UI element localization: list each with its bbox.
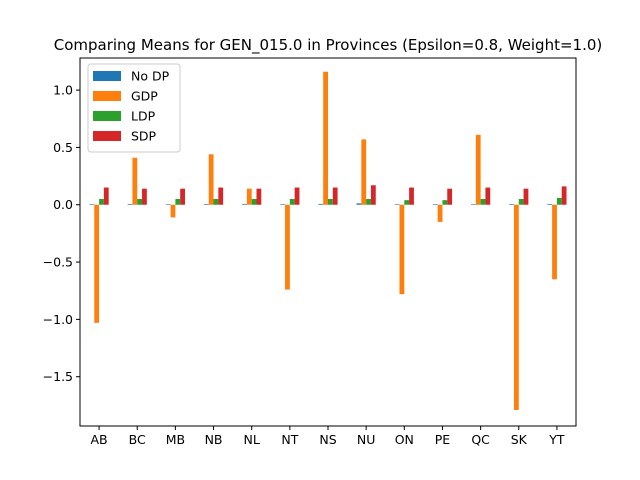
x-tick-label-ab: AB — [91, 432, 108, 447]
legend-swatch-no-dp — [93, 71, 121, 81]
bar-ldp-bc — [137, 199, 143, 205]
bar-ldp-nt — [289, 199, 295, 205]
bar-sdp-pe — [447, 188, 453, 205]
bar-ldp-sk — [518, 199, 524, 205]
bar-ldp-ab — [99, 199, 104, 205]
bar-no-dp-nl — [242, 204, 247, 205]
bar-no-dp-sk — [509, 204, 514, 205]
bar-gdp-pe — [437, 204, 443, 222]
bar-no-dp-mb — [165, 204, 171, 205]
x-tick-label-ns: NS — [319, 432, 336, 447]
bar-gdp-nt — [285, 204, 290, 290]
bar-gdp-ns — [323, 71, 328, 205]
y-tick-label: −1.5 — [43, 369, 73, 384]
bar-sdp-ab — [103, 187, 109, 205]
y-tick-label: −1.0 — [43, 312, 73, 327]
bar-gdp-nb — [208, 154, 214, 205]
bar-sdp-ns — [332, 187, 338, 205]
bar-ldp-nl — [251, 199, 257, 205]
bar-no-dp-ns — [318, 203, 324, 205]
bar-gdp-mb — [170, 204, 176, 218]
bar-sdp-nl — [256, 188, 262, 205]
legend-label-gdp: GDP — [131, 89, 158, 104]
chart-title: Comparing Means for GEN_015.0 in Provinc… — [54, 36, 603, 55]
x-tick-label-nt: NT — [281, 432, 298, 447]
bar-gdp-sk — [513, 204, 519, 410]
bar-ldp-pe — [442, 200, 448, 205]
x-tick-label-mb: MB — [166, 432, 185, 447]
legend-label-sdp: SDP — [131, 129, 157, 144]
bar-sdp-nu — [370, 185, 376, 205]
y-axis: −1.5 −1.0 −0.5 0.0 0.5 1.0 — [43, 83, 80, 384]
x-tick-label-qc: QC — [471, 432, 490, 447]
bar-gdp-bc — [132, 157, 138, 205]
bar-ldp-qc — [480, 199, 486, 205]
x-tick-label-yt: YT — [548, 432, 565, 447]
x-tick-label-bc: BC — [129, 432, 146, 447]
x-tick-label-sk: SK — [511, 432, 528, 447]
bar-ldp-nu — [366, 199, 371, 205]
bar-no-dp-yt — [547, 204, 553, 205]
bar-sdp-bc — [142, 188, 147, 205]
x-tick-label-on: ON — [395, 432, 414, 447]
bar-ldp-on — [404, 200, 410, 205]
x-tick-label-pe: PE — [435, 432, 451, 447]
bar-gdp-qc — [475, 134, 481, 205]
bar-no-dp-ab — [89, 204, 95, 205]
legend-swatch-ldp — [93, 111, 121, 121]
bar-gdp-yt — [552, 204, 557, 280]
bar-ldp-yt — [556, 197, 562, 205]
bar-sdp-nb — [218, 187, 224, 205]
bar-no-dp-nu — [356, 203, 362, 205]
bar-gdp-ab — [94, 204, 100, 323]
legend: No DP GDP LDP SDP — [87, 63, 181, 153]
y-tick-label: −0.5 — [43, 255, 73, 270]
legend-label-ldp: LDP — [131, 109, 156, 124]
bar-gdp-on — [399, 204, 405, 295]
bar-no-dp-bc — [127, 204, 133, 205]
plot-frame — [79, 57, 577, 427]
bar-no-dp-on — [394, 204, 400, 205]
bar-no-dp-qc — [471, 204, 476, 205]
x-tick-label-nu: NU — [357, 432, 376, 447]
bars-layer — [89, 71, 567, 410]
bar-no-dp-pe — [432, 204, 438, 205]
bar-sdp-yt — [561, 186, 567, 205]
legend-swatch-sdp — [93, 131, 121, 141]
bar-gdp-nu — [361, 139, 367, 205]
legend-swatch-gdp — [93, 91, 121, 101]
x-tick-label-nl: NL — [244, 432, 260, 447]
bar-sdp-sk — [523, 188, 529, 205]
bar-ldp-nb — [213, 199, 219, 205]
bar-no-dp-nb — [203, 204, 209, 205]
bar-sdp-on — [409, 187, 414, 205]
y-tick-label: 1.0 — [53, 83, 73, 98]
bar-sdp-mb — [180, 188, 185, 205]
y-tick-label: 0.5 — [53, 140, 73, 155]
y-tick-label: 0.0 — [53, 197, 73, 212]
bar-gdp-nl — [246, 188, 252, 205]
bar-sdp-nt — [294, 187, 300, 205]
legend-box — [87, 63, 181, 153]
legend-label-no-dp: No DP — [131, 69, 170, 84]
bar-ldp-ns — [328, 199, 333, 205]
x-tick-label-nb: NB — [205, 432, 223, 447]
bar-ldp-mb — [175, 199, 181, 205]
bar-no-dp-nt — [280, 204, 286, 205]
bar-sdp-qc — [485, 187, 491, 205]
x-axis: AB BC MB NB NL NT NS NU ON PE QC SK YT — [91, 426, 565, 447]
